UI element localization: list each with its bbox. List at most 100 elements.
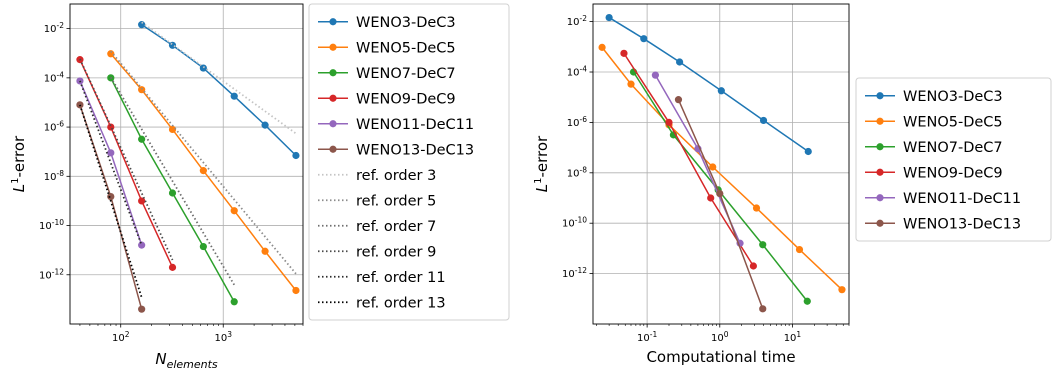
chart1-tick-label-x: 101: [784, 330, 802, 344]
legend0-entry-weno7-dec7: WENO7-DeC7: [318, 66, 456, 82]
chart0-series-ref-order-11-line: [79, 80, 143, 246]
chart1-series: [598, 13, 846, 313]
chart0-series-weno3-dec3-point: [199, 64, 207, 72]
legend0-entry-weno5-dec5-marker: [329, 43, 337, 51]
chart0-tick-label-x: 103: [214, 330, 232, 344]
legend1-entry-weno3-dec3-marker: [876, 92, 884, 100]
chart1-series-weno11-dec11-point: [651, 71, 659, 79]
chart0-series-weno7-dec7-point: [199, 242, 207, 251]
legend0-entry-weno7-dec7-label: WENO7-DeC7: [356, 66, 456, 82]
chart0-series-weno13-dec13-point: [76, 101, 84, 109]
chart1-axes-frame: [592, 3, 850, 325]
chart0-y-axis-title: L1-error: [10, 135, 28, 192]
chart0-series-weno5-dec5-point: [168, 125, 177, 134]
chart0-series-weno3-dec3-point: [292, 151, 300, 160]
chart0-tick-label-y: 10-4: [44, 70, 64, 84]
legend0-entry-weno3-dec3-marker: [329, 18, 337, 26]
chart1-series-weno13-dec13-line: [677, 99, 764, 310]
legend0-entry-weno11-dec11-marker: [329, 120, 337, 128]
chart1-series-weno3-dec3-point: [759, 116, 768, 125]
legend0-entry-weno13-dec13: WENO13-DeC13: [318, 142, 474, 158]
chart1-series-weno9-dec9-point: [749, 262, 757, 270]
legend1-entry-weno11-dec11: WENO11-DeC11: [865, 191, 1021, 207]
legend1-entry-weno9-dec9-label: WENO9-DeC9: [903, 165, 1003, 181]
chart1-tick-label-x: 100: [711, 330, 729, 344]
legend0-entry-weno5-dec5: WENO5-DeC5: [318, 40, 456, 56]
legend0-entry-ref-order-3: ref. order 3: [318, 168, 436, 184]
legend0-entry-weno11-dec11: WENO11-DeC11: [318, 117, 474, 133]
legend0-entry-weno3-dec3: WENO3-DeC3: [318, 15, 456, 31]
chart1-series-weno9-dec9-point: [665, 118, 673, 127]
chart1-series-weno5-dec5-point: [838, 286, 846, 294]
legend0-entry-weno13-dec13-label: WENO13-DeC13: [356, 142, 474, 158]
chart1-ticks: 10-1 100 101 10-12 10-10 10-8 10-6 10-4 10-2: [562, 14, 801, 344]
chart0-ticks: 102 103 10-12 10-10 10-8 10-6 10-4 10-2: [39, 21, 232, 344]
legend0-entry-weno9-dec9: WENO9-DeC9: [318, 91, 456, 107]
chart1-series-weno13-dec13-point: [759, 305, 767, 313]
left-chart-error-vs-elements: 102 103 10-12 10-10 10-8 10-6 10-4 10-2 Nelement…: [10, 3, 304, 371]
chart0-tick-label-y: 10-10: [39, 218, 64, 232]
legend1-entry-weno13-dec13-marker: [876, 219, 884, 227]
chart0-tick-label-y: 10-2: [44, 21, 64, 35]
legend1-entry-weno5-dec5: WENO5-DeC5: [865, 114, 1003, 130]
legend0-entry-weno5-dec5-label: WENO5-DeC5: [356, 40, 456, 56]
chart1-series-weno3-dec3-point: [717, 87, 725, 95]
legend0-entry-ref-order-9-label: ref. order 9: [356, 244, 436, 260]
legend0-entry-weno3-dec3-label: WENO3-DeC3: [356, 15, 456, 31]
chart1-series-weno9-dec9-point: [620, 49, 628, 57]
legend1-entry-weno3-dec3: WENO3-DeC3: [865, 89, 1003, 105]
chart0-series-ref-order-9-line: [79, 58, 174, 261]
legend0-entry-ref-order-9: ref. order 9: [318, 244, 436, 260]
legend0-entry-ref-order-11-label: ref. order 11: [356, 270, 446, 286]
chart0-series-ref-order-7-line: [110, 76, 235, 286]
chart0-series-weno3-dec3-point: [230, 92, 238, 100]
chart1-series-weno9-dec9-point: [707, 194, 715, 202]
chart0-tick-label-x: 102: [112, 330, 130, 344]
chart1-series-weno5-dec5-point: [709, 163, 717, 171]
legend1-entry-weno11-dec11-label: WENO11-DeC11: [903, 191, 1021, 207]
chart1-series-weno13-dec13-point: [716, 189, 724, 198]
chart0-series: [76, 21, 300, 313]
chart0-series-weno5-dec5-point: [292, 286, 300, 295]
chart0-series-weno9-dec9-line: [79, 59, 174, 268]
legend0-entry-ref-order-7-label: ref. order 7: [356, 219, 436, 235]
legend0-entry-ref-order-11: ref. order 11: [318, 270, 446, 286]
chart0-series-weno13-dec13-point: [138, 305, 146, 313]
legend0-frame: [308, 3, 510, 321]
chart0-tick-label-y: 10-6: [44, 120, 64, 134]
legend0-entry-weno9-dec9-label: WENO9-DeC9: [356, 91, 456, 107]
right-chart-error-vs-time: 10-1 100 101 10-12 10-10 10-8 10-6 10-4 10-2 Comp…: [533, 3, 850, 366]
chart1-series-weno11-dec11-line: [654, 74, 741, 244]
chart1-series-weno3-dec3-point: [640, 35, 648, 43]
chart1-tick-label-y: 10-10: [562, 216, 587, 230]
chart1-grid: [593, 4, 849, 324]
chart1-tick-label-y: 10-12: [562, 266, 587, 280]
chart0-series-weno11-dec11-point: [107, 149, 115, 157]
chart0-tick-label-y: 10-8: [44, 169, 64, 183]
chart0-series-weno5-dec5-point: [261, 247, 269, 255]
legend0-entry-ref-order-5-label: ref. order 5: [356, 193, 436, 209]
chart1-series-weno7-dec7-point: [803, 297, 811, 305]
chart1-tick-label-y: 10-6: [567, 115, 587, 129]
left-chart-legend: WENO3-DeC3 WENO5-DeC5 WENO7-DeC7 WENO9-DeC9…: [308, 3, 510, 321]
chart1-series-weno7-dec7-point: [759, 241, 767, 249]
chart1-series-weno7-dec7-line: [632, 71, 808, 302]
legend0-entry-ref-order-5: ref. order 5: [318, 193, 436, 209]
legend1-entry-weno13-dec13: WENO13-DeC13: [865, 216, 1021, 232]
legend0-entry-weno11-dec11-label: WENO11-DeC11: [356, 117, 474, 133]
chart0-series-weno3-dec3-point: [261, 121, 269, 129]
chart0-series-weno5-dec5-point: [199, 167, 207, 175]
chart1-series-weno5-dec5-point: [795, 245, 804, 254]
chart0-series-weno11-dec11-point: [138, 241, 146, 249]
chart1-x-axis-title: Computational time: [646, 348, 795, 366]
chart0-series-weno9-dec9-point: [138, 197, 146, 205]
legend0-entry-weno13-dec13-marker: [329, 145, 337, 153]
legend1-entry-weno7-dec7-marker: [876, 143, 884, 151]
chart0-x-axis-title: Nelements: [155, 350, 218, 371]
legend1-entry-weno13-dec13-label: WENO13-DeC13: [903, 216, 1021, 232]
chart0-series-weno7-dec7-point: [138, 135, 146, 143]
legend1-entry-weno7-dec7-label: WENO7-DeC7: [903, 140, 1003, 156]
chart0-series-weno5-dec5-point: [107, 50, 115, 58]
chart1-series-weno9-dec9-line: [623, 52, 755, 267]
